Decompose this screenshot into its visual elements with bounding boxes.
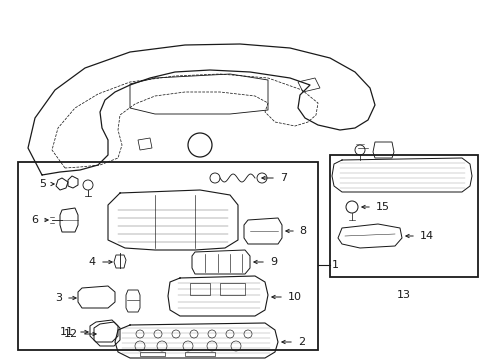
- Text: 11: 11: [60, 327, 74, 337]
- Text: 3: 3: [55, 293, 62, 303]
- Text: 9: 9: [269, 257, 277, 267]
- Text: 2: 2: [297, 337, 305, 347]
- Text: 12: 12: [64, 329, 78, 339]
- Text: 8: 8: [298, 226, 305, 236]
- Text: 10: 10: [287, 292, 302, 302]
- Text: 6: 6: [31, 215, 38, 225]
- Text: 13: 13: [396, 290, 410, 300]
- Text: 1: 1: [331, 260, 338, 270]
- Text: 15: 15: [375, 202, 389, 212]
- Text: 14: 14: [419, 231, 433, 241]
- Text: 4: 4: [89, 257, 96, 267]
- Bar: [329, 155, 477, 277]
- Text: 5: 5: [39, 179, 46, 189]
- Bar: [18, 162, 317, 350]
- Text: 7: 7: [280, 173, 286, 183]
